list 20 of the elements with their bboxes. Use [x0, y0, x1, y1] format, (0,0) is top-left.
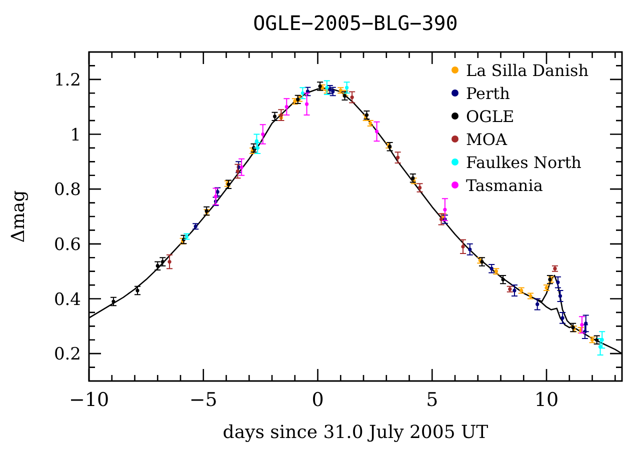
legend-label: La Silla Danish [466, 61, 588, 80]
y-tick-label: 0.6 [54, 234, 81, 255]
x-axis-title: days since 31.0 July 2005 UT [222, 422, 488, 443]
y-tick-label: 0.2 [54, 344, 81, 365]
x-tick-label: −10 [68, 389, 110, 411]
y-tick-label: 1.2 [54, 70, 81, 90]
legend-label: Tasmania [466, 176, 544, 195]
x-tick-label: −5 [189, 389, 218, 411]
y-tick-label: 0.8 [54, 180, 81, 200]
x-tick-label: 10 [534, 389, 559, 411]
x-tick-label: 0 [312, 389, 324, 411]
y-axis-title: Δmag [8, 190, 29, 243]
legend-label: Faulkes North [466, 153, 582, 172]
legend-label: Perth [466, 84, 510, 103]
legend-label: OGLE [466, 107, 514, 126]
chart-title: OGLE−2005−BLG−390 [253, 11, 458, 35]
y-tick-label: 1 [70, 125, 81, 146]
y-tick-label: 0.4 [54, 290, 81, 310]
legend-label: MOA [466, 130, 508, 149]
x-tick-label: 5 [426, 389, 438, 411]
